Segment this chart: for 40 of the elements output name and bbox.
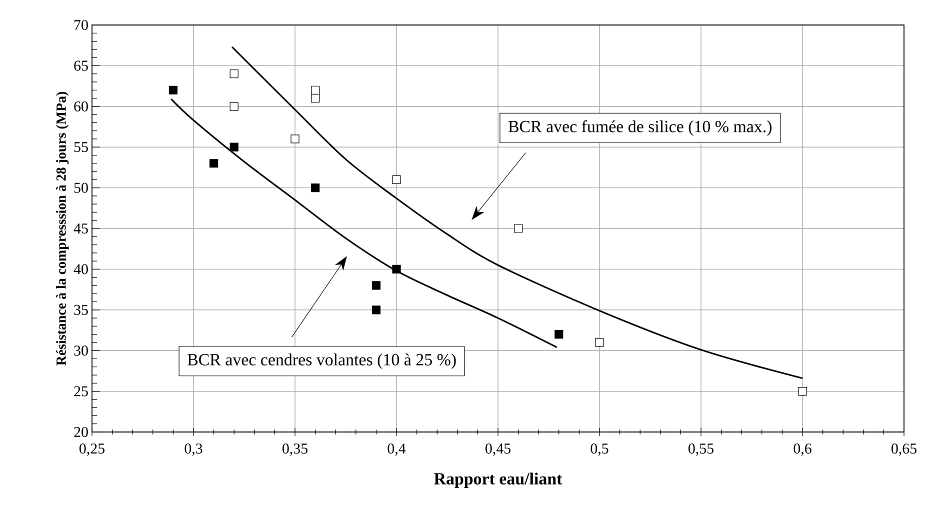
point — [290, 134, 300, 144]
x-tick-label: 0,6 — [794, 444, 812, 456]
point — [554, 330, 564, 339]
x-tick-label: 0,3 — [184, 444, 202, 456]
point — [230, 102, 238, 111]
y-tick-label: 35 — [74, 304, 88, 315]
point — [230, 70, 238, 78]
x-tick-label: 0,55 — [688, 444, 714, 456]
y-tick-label: 40 — [74, 264, 88, 274]
x-tick-label: 0,45 — [485, 444, 510, 456]
y-tick-label: 50 — [74, 182, 88, 193]
point — [392, 264, 401, 274]
x-tick-label: 0,25 — [79, 444, 104, 456]
y-tick-label: 20 — [74, 426, 88, 438]
y-tick-label: 25 — [74, 386, 88, 396]
y-tick-label: 65 — [74, 60, 88, 71]
point — [168, 86, 178, 94]
point — [372, 306, 381, 314]
point — [392, 175, 401, 184]
annotation: BCR avec cendres volantes (10 à 25 %) — [188, 353, 456, 369]
x-tick-label: 0,4 — [388, 444, 406, 456]
y-tick-label: 60 — [74, 101, 88, 112]
y-tick-label: 30 — [74, 346, 88, 356]
x-tick-label: 0,35 — [282, 444, 308, 456]
y-tick-label: 45 — [74, 224, 88, 234]
x-tick-label: 0,65 — [891, 444, 916, 456]
x-tick-label: 0,5 — [590, 444, 608, 456]
x-axis-title: Rapport eau/liant — [434, 472, 562, 488]
annotation: BCR avec fumée de silice (10 % max.) — [508, 120, 772, 136]
point — [372, 281, 381, 290]
y-tick-label: 70 — [74, 20, 88, 30]
y-axis-title: Résistance à la compresssion à 28 jours (MPa) — [56, 92, 69, 366]
y-tick-label: 55 — [74, 142, 88, 152]
point — [595, 338, 604, 347]
point — [230, 142, 238, 152]
point — [514, 224, 523, 233]
point — [210, 159, 218, 168]
point — [798, 387, 807, 396]
point — [311, 86, 320, 94]
point — [311, 183, 320, 192]
